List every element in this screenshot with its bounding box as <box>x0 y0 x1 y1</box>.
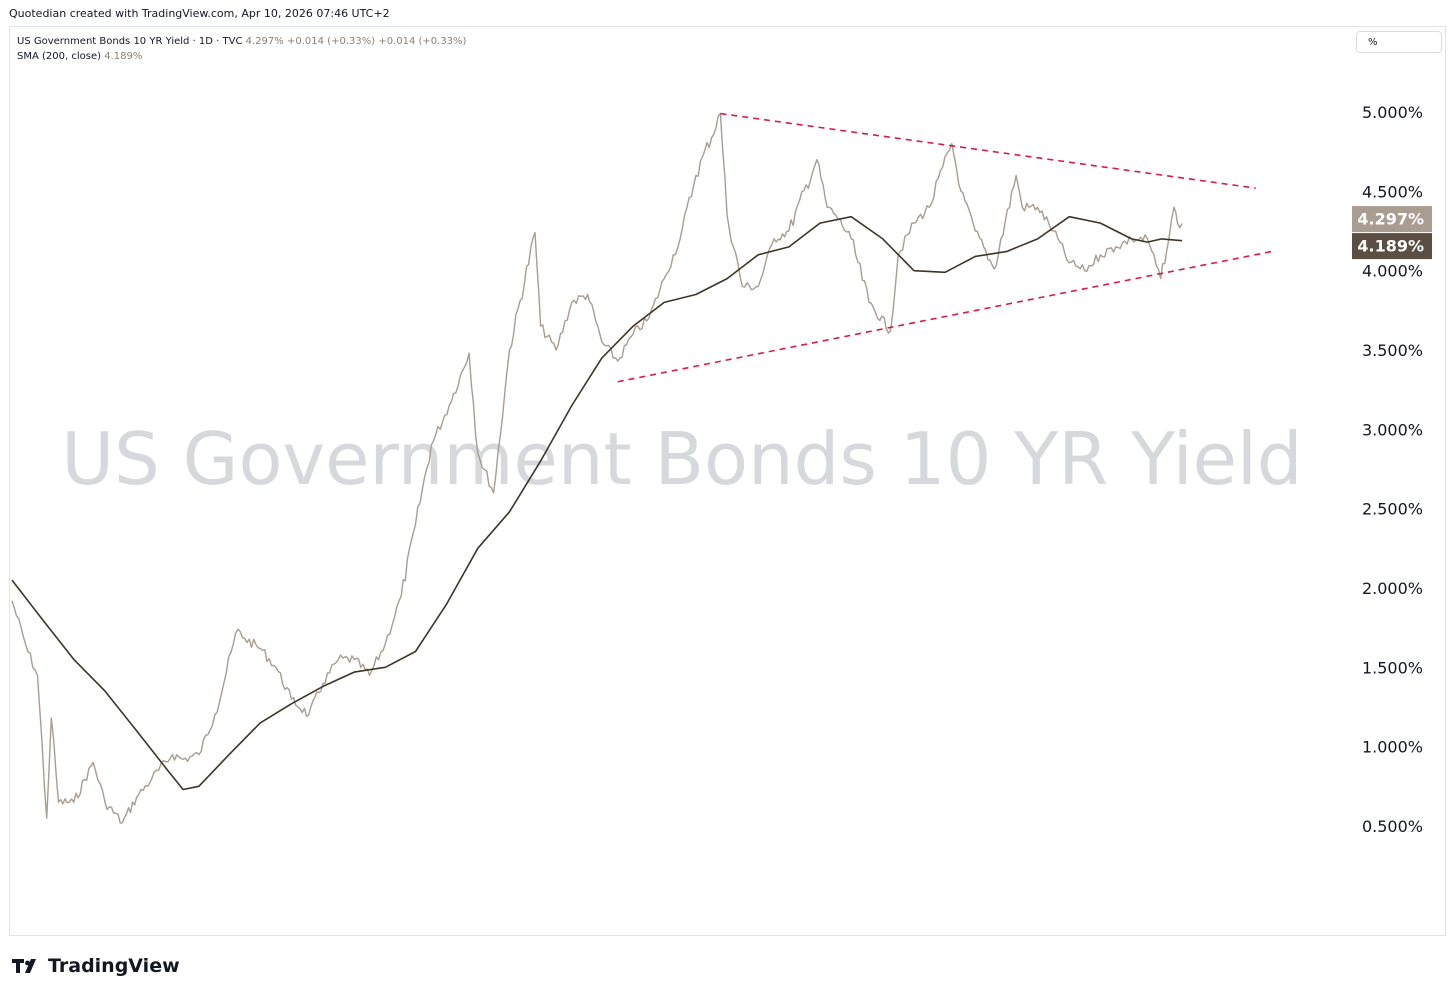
x-tick-label: 2027 <box>1296 905 1341 924</box>
legend-indicator-value: 4.189% <box>104 51 143 62</box>
y-tick-label: 2.000% <box>1362 579 1423 598</box>
price-label-text: 4.297% <box>1357 210 1424 229</box>
x-tick-label: 2025 <box>923 905 968 924</box>
chart-pane[interactable] <box>9 26 1446 936</box>
tradingview-logo[interactable]: TradingView <box>12 955 180 977</box>
legend-change-2: +0.014 (+0.33%) <box>378 36 467 47</box>
unit-selector[interactable]: % <box>1356 31 1442 53</box>
sma-series-line <box>11 215 1183 791</box>
x-tick-label: Jul <box>94 905 114 924</box>
unit-selector-label: % <box>1368 37 1378 48</box>
y-tick-label: 4.000% <box>1362 262 1423 281</box>
legend-symbol[interactable]: US Government Bonds 10 YR Yield · 1D · T… <box>17 36 243 47</box>
legend-indicator[interactable]: SMA (200, close) <box>17 51 101 62</box>
price-label-box <box>1352 233 1432 260</box>
legend-indicator-row[interactable]: SMA (200, close) 4.189% <box>17 49 466 64</box>
y-tick-label: 5.000% <box>1362 103 1423 122</box>
x-tick-label: 2023 <box>550 905 595 924</box>
legend: US Government Bonds 10 YR Yield · 1D · T… <box>17 34 466 64</box>
x-tick-label: Jul <box>841 905 861 924</box>
legend-last-value: 4.297% <box>245 36 284 47</box>
legend-symbol-row[interactable]: US Government Bonds 10 YR Yield · 1D · T… <box>17 34 466 49</box>
y-tick-label: 0.500% <box>1362 817 1423 836</box>
y-tick-label: 1.000% <box>1362 738 1423 757</box>
y-tick-label: 3.000% <box>1362 420 1423 439</box>
chart-credit: Quotedian created with TradingView.com, … <box>9 7 390 20</box>
trendline-lower <box>617 250 1272 383</box>
price-label-box <box>1352 206 1432 233</box>
x-tick-label: Jul <box>1213 905 1233 924</box>
x-tick-label: Jul <box>1027 905 1047 924</box>
y-tick-label: 4.500% <box>1362 182 1423 201</box>
x-tick-label: 2024 <box>736 905 781 924</box>
y-tick-label: 2.500% <box>1362 500 1423 519</box>
x-tick-label: Jul <box>467 905 487 924</box>
tradingview-icon <box>12 959 36 973</box>
y-tick-label: 1.500% <box>1362 658 1423 677</box>
trendline-upper <box>720 112 1256 189</box>
y-tick-label: 3.500% <box>1362 341 1423 360</box>
chart-watermark: US Government Bonds 10 YR Yield <box>61 417 1302 501</box>
x-tick-label: 2022 <box>363 905 408 924</box>
legend-change: +0.014 (+0.33%) <box>286 36 376 47</box>
x-tick-label: 2020 <box>0 905 34 924</box>
price-label-text: 4.189% <box>1357 237 1424 256</box>
x-tick-label: 2026 <box>1109 905 1154 924</box>
price-series-line <box>11 112 1183 824</box>
x-tick-label: 2021 <box>177 905 222 924</box>
tradingview-wordmark: TradingView <box>48 955 180 977</box>
x-tick-label: Jul <box>281 905 301 924</box>
x-tick-label: Jul <box>654 905 674 924</box>
